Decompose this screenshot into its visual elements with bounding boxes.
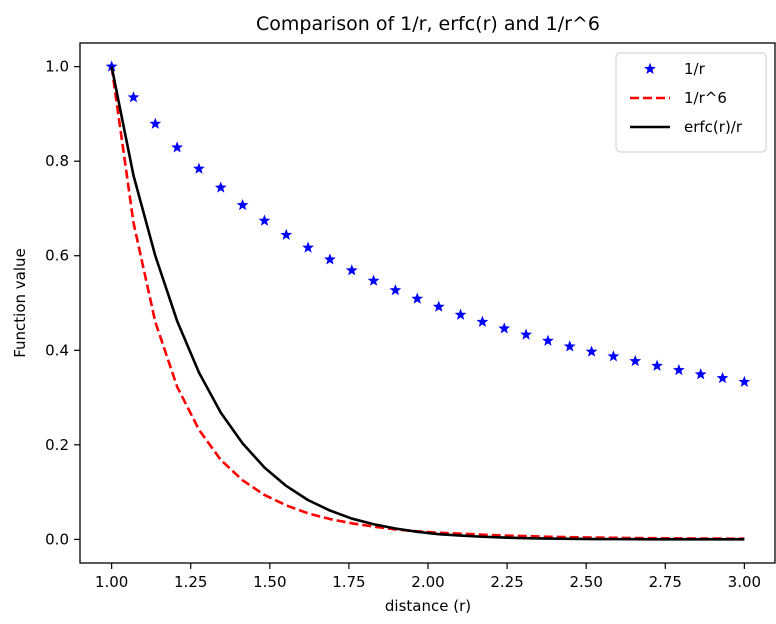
series-1-r-point <box>629 354 642 367</box>
x-tick-label: 2.50 <box>569 573 602 591</box>
legend-label: 1/r <box>684 60 706 78</box>
series-1-r-point <box>672 363 685 376</box>
legend: 1/r 1/r^6 erfc(r)/r <box>615 52 767 153</box>
series-1-r-point <box>324 253 336 265</box>
y-axis-title: Function value <box>11 248 29 358</box>
series-1-r-point <box>258 214 271 226</box>
series-1-r-point <box>214 181 227 193</box>
y-tick-label: 0.4 <box>45 341 69 359</box>
series-1-r-point <box>476 315 489 327</box>
series-1-r-point <box>171 141 184 153</box>
x-tick-label: 1.25 <box>174 573 207 591</box>
series-1-r-point <box>738 375 751 387</box>
legend-label: erfc(r)/r <box>684 118 743 136</box>
series-1-r-point <box>432 300 445 312</box>
series-1-r-point <box>345 264 358 276</box>
series-1-r-point <box>694 368 707 380</box>
legend-item-erfc-r-r: erfc(r)/r <box>630 118 743 136</box>
x-tick-label: 1.00 <box>95 573 128 591</box>
series-1-r-point <box>520 328 532 340</box>
series-1-r-point <box>498 322 511 334</box>
series-1-r-point <box>193 162 205 174</box>
series-1-r-point <box>127 91 140 103</box>
series-1-r-point <box>389 284 402 296</box>
legend-item-1-r: 1/r <box>644 60 706 78</box>
series-1-r-point <box>280 228 293 240</box>
legend-label: 1/r^6 <box>684 89 727 107</box>
series-1-r-point <box>585 345 598 357</box>
series-1-r-point <box>302 241 314 253</box>
x-tick-label: 1.50 <box>253 573 286 591</box>
legend-swatch <box>644 62 656 75</box>
series-layer <box>105 60 751 541</box>
y-tick-label: 0.6 <box>45 247 69 265</box>
x-tick-label: 2.00 <box>411 573 444 591</box>
series-1-r-markers <box>105 60 751 387</box>
x-axis-title: distance (r) <box>385 597 471 615</box>
series-1-r-point <box>454 308 467 320</box>
y-tick-label: 0.8 <box>45 152 69 170</box>
series-1-r-point <box>716 371 729 384</box>
y-tick-label: 0.2 <box>45 436 69 454</box>
y-tick-label: 1.0 <box>45 58 69 76</box>
series-erfc-r-r-line <box>110 66 745 541</box>
x-tick-label: 3.00 <box>728 573 761 591</box>
series-1-r-point <box>542 334 554 346</box>
series-1-r-point <box>563 340 576 352</box>
series-1-r-point <box>105 60 118 72</box>
x-tick-label: 2.75 <box>649 573 682 591</box>
series-1-r-point <box>651 359 663 371</box>
x-tick-label: 2.25 <box>490 573 523 591</box>
y-tick-label: 0.0 <box>45 530 69 548</box>
x-tick-label: 1.75 <box>332 573 365 591</box>
axes-layer: 1.00 1.25 1.50 1.75 2.00 2.25 2.50 2.75 3.00 0.0 0… <box>45 42 776 591</box>
series-1-r-point <box>149 117 162 129</box>
chart-title: Comparison of 1/r, erfc(r) and 1/r^6 <box>256 13 600 35</box>
series-1-r-point <box>367 274 380 286</box>
series-1-r-point <box>411 292 424 304</box>
series-1-r-point <box>607 350 620 362</box>
series-1-r-point <box>236 198 249 211</box>
legend-item-1-r-6: 1/r^6 <box>630 89 727 107</box>
